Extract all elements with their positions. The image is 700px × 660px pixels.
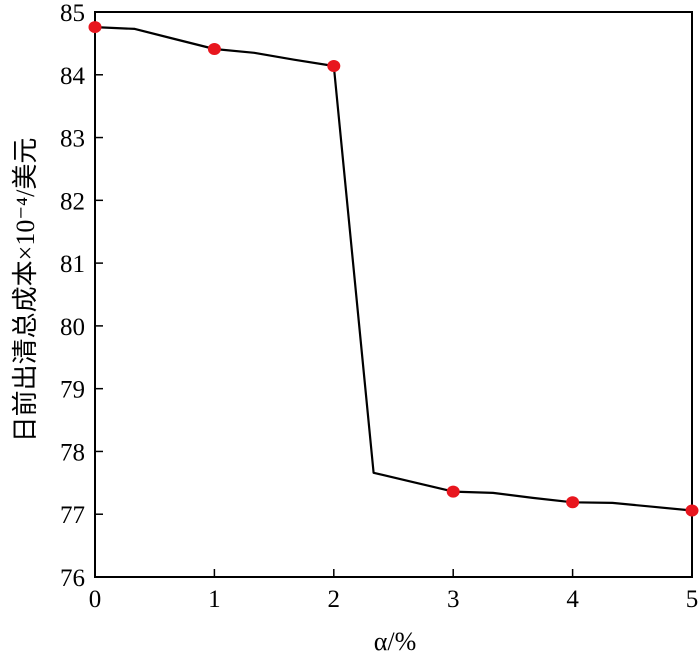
x-tick-label: 5 [686,586,699,613]
series-layer [94,26,693,512]
x-tick-label: 2 [328,586,341,613]
x-tick-label: 0 [89,586,102,613]
x-tick-label: 3 [447,586,460,613]
y-tick-label: 79 [60,377,85,404]
y-tick-label: 85 [60,0,85,27]
x-axis-title: α/% [374,627,417,656]
y-tick-label: 76 [60,565,85,592]
data-point-marker [327,59,341,72]
y-tick-label: 77 [60,502,85,529]
y-tick-label: 83 [60,126,85,153]
series-line [94,26,693,512]
x-tick-label: 4 [566,586,579,613]
markers-layer [88,21,699,517]
y-tick-label: 84 [60,63,86,90]
x-tick-label: 1 [208,586,221,613]
data-point-marker [685,504,699,517]
y-tick-label: 78 [60,439,85,466]
data-point-marker [566,496,580,509]
y-tick-label: 81 [60,251,85,278]
data-point-marker [88,21,102,34]
y-tick-label: 82 [60,188,85,215]
axes [94,11,693,578]
data-point-marker [446,485,460,498]
y-tick-label: 80 [60,314,85,341]
data-point-marker [207,43,221,56]
ticks: 0 1 2 3 4 5 76 77 78 79 80 81 82 83 84 85 [60,0,698,613]
plot-frame [94,11,693,578]
y-axis-title: 日前出清总成本×10⁻⁴/美元 [11,138,40,443]
